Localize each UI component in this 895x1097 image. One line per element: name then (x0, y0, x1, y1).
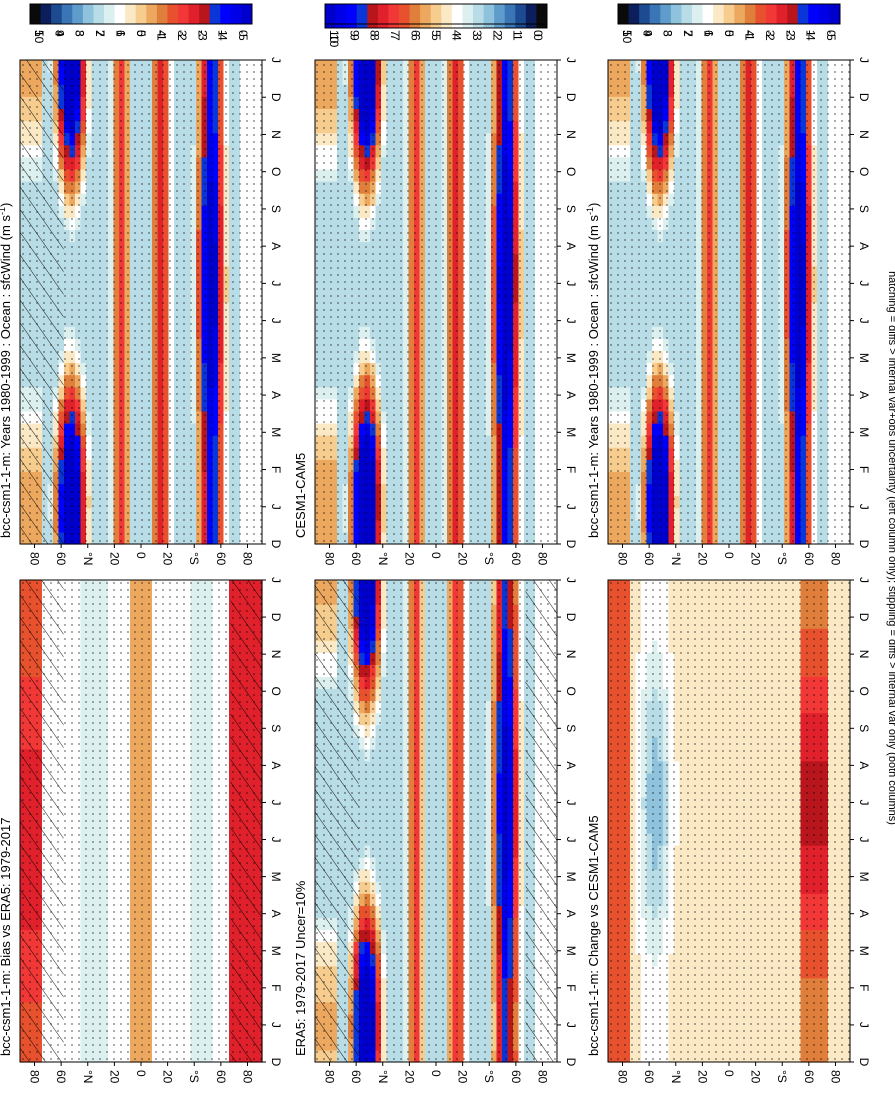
month-tick-label: N (269, 130, 283, 139)
month-tick-label: O (857, 167, 871, 176)
panel-p2: 80 60 °N 20 0 20 °S 60 80 D J F M A M J J A S O N D Jbcc-csm1-… (585, 3, 871, 566)
month-tick-label: A (269, 391, 283, 399)
lat-tick-label: 80 (828, 552, 842, 566)
panel-title: bcc-csm1-1-m: Years 1980-1999 : Ocean : … (585, 203, 601, 538)
colorbar-tick-label: 9 (52, 30, 66, 37)
colorbar-tick-label: 0 (236, 30, 250, 37)
colorbar-tick-label: 6 (114, 30, 128, 37)
month-tick-label: J (269, 57, 283, 63)
month-tick-label: S (857, 205, 871, 213)
colorbar-tick-label: 1 (216, 30, 230, 37)
lat-tick-label: 20 (161, 552, 175, 566)
month-tick-label: A (857, 242, 871, 250)
month-tick-label: M (857, 427, 871, 437)
month-tick-label: J (857, 318, 871, 324)
month-tick-label: J (269, 504, 283, 510)
month-tick-label: M (269, 353, 283, 363)
title-text: bcc-csm1-1-m: Years 1980-1999 : Ocean : … (586, 215, 601, 538)
lat-tick-label: 60 (54, 552, 68, 566)
title-unit-close: ) (0, 203, 13, 207)
title-unit-close: ) (586, 203, 601, 207)
panel-p1: 80 60 °N 20 0 20 °S 60 80DJFMAMJJASONDJbcc-csm1-… (0, 3, 283, 566)
colorbar-tick-label: 7 (93, 30, 107, 37)
month-tick-label: F (269, 466, 283, 473)
colorbar-tick-label: 3 (175, 30, 189, 37)
colorbar-tick-label: 8 (73, 30, 87, 37)
month-tick-label: N (857, 130, 871, 139)
lat-tick-label: 0 (722, 552, 736, 559)
lat-tick-label: °S (775, 552, 789, 565)
month-tick-label: J (857, 57, 871, 63)
lat-tick-label: 60 (642, 552, 656, 566)
lat-tick-label: 0 (134, 552, 148, 559)
colorbar-tick-label: 2 (195, 30, 209, 37)
month-tick-label: J (857, 504, 871, 510)
lat-tick-label: °N (669, 552, 683, 565)
month-tick-label: J (269, 318, 283, 324)
month-tick-label: O (269, 167, 283, 176)
month-tick-label: A (269, 242, 283, 250)
panel-title: bcc-csm1-1-m: Years 1980-1999 : Ocean : … (0, 203, 13, 538)
month-tick-label: S (269, 205, 283, 213)
month-tick-label: M (269, 427, 283, 437)
month-tick-label: D (269, 540, 283, 549)
title-unit-sup: -1 (585, 207, 595, 215)
month-tick-label: D (857, 93, 871, 102)
month-tick-label: J (269, 280, 283, 286)
month-tick-label: A (857, 391, 871, 399)
lat-tick-label: 20 (107, 552, 121, 566)
title-unit-sup: -1 (0, 207, 7, 215)
hatching-north (20, 60, 64, 544)
lat-tick-label: °N (81, 552, 95, 565)
month-tick-label: M (857, 353, 871, 363)
lat-tick-label: 80 (240, 552, 254, 566)
colorbar-tick-label: 10 (32, 30, 46, 44)
month-tick-label: D (857, 540, 871, 549)
lat-tick-label: 20 (749, 552, 763, 566)
lat-tick-label: 20 (695, 552, 709, 566)
lat-tick-label: 60 (802, 552, 816, 566)
lat-tick-label: 80 (616, 552, 630, 566)
month-tick-label: F (857, 466, 871, 473)
colorbar-tick-label: 5 (134, 30, 148, 37)
lat-tick-label: °S (187, 552, 201, 565)
colorbar-tick-label: 4 (154, 30, 168, 37)
title-text: bcc-csm1-1-m: Years 1980-1999 : Ocean : … (0, 215, 13, 538)
month-tick-label: D (269, 93, 283, 102)
month-tick-label: J (857, 280, 871, 286)
lat-tick-label: 80 (28, 552, 42, 566)
stippling-overlay (608, 60, 850, 544)
lat-tick-label: 60 (214, 552, 228, 566)
